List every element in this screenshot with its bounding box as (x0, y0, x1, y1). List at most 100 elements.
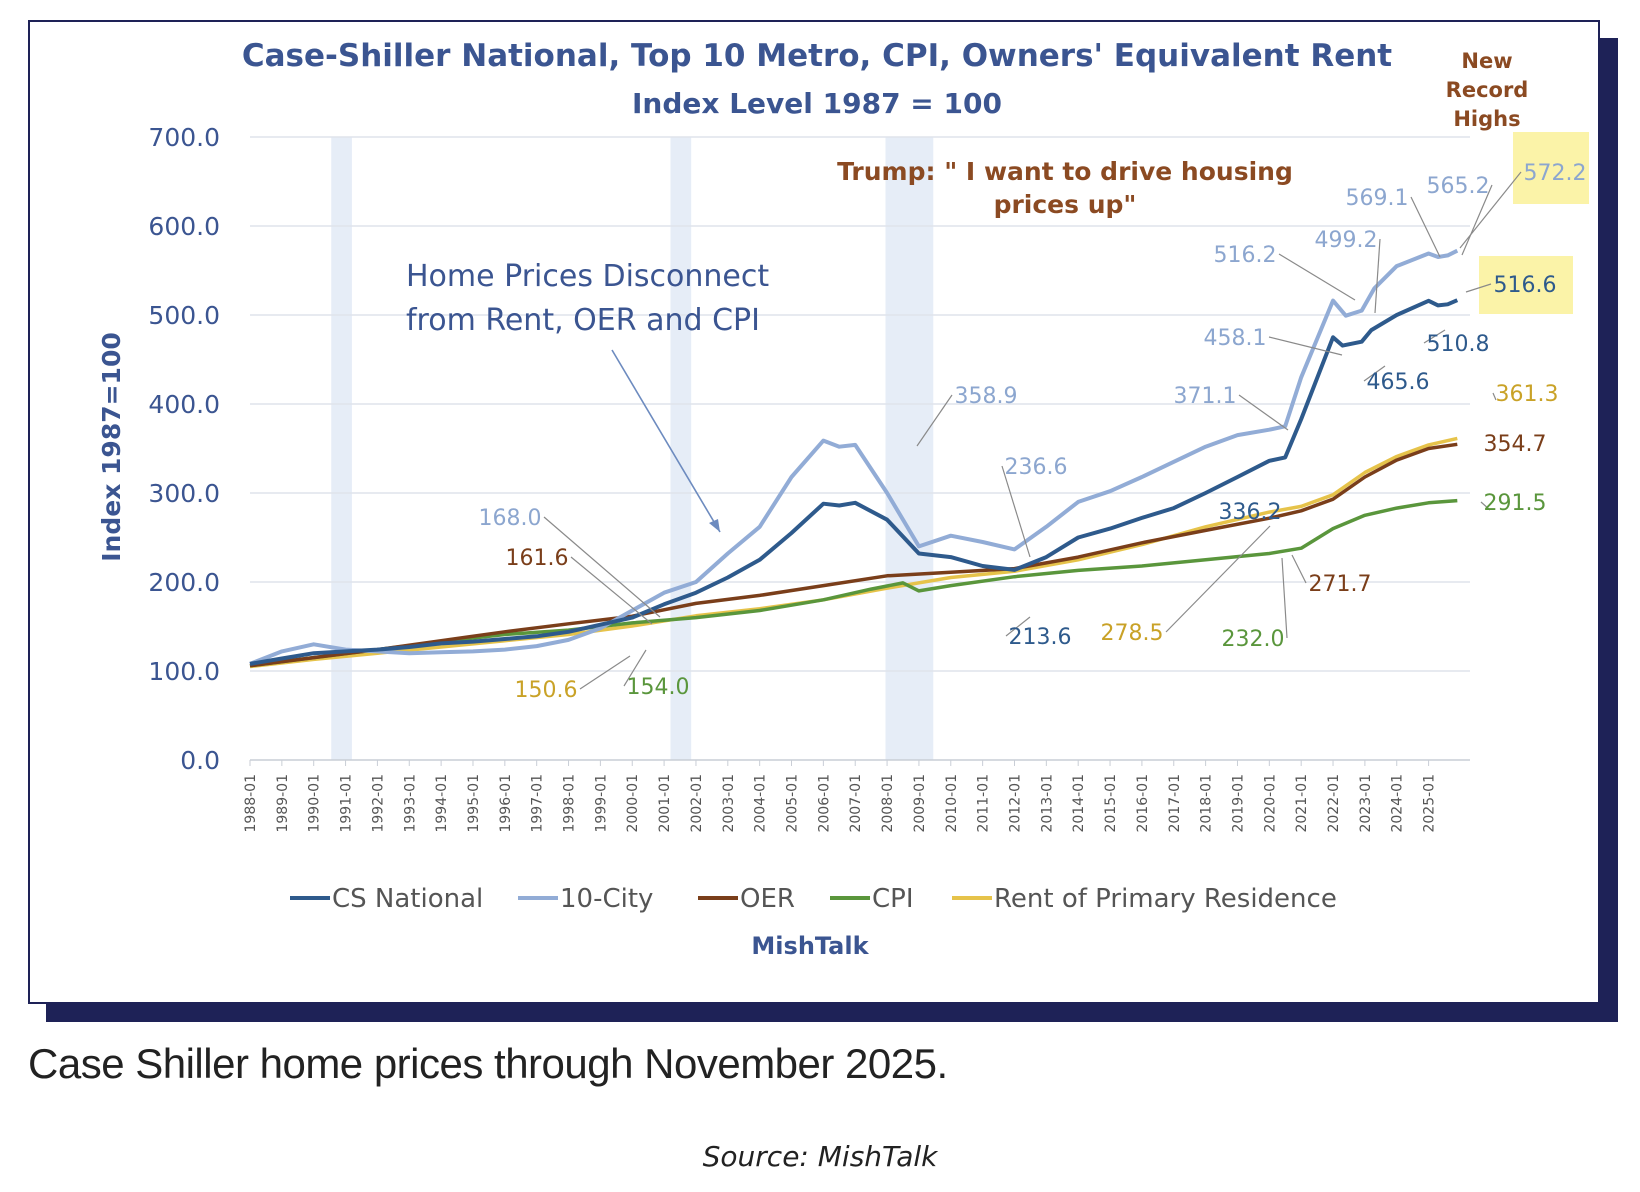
leader-line (1291, 554, 1307, 584)
leader-line (916, 394, 953, 447)
x-tick-label: 2007-01 (848, 774, 864, 833)
legend: CS National 10-City OER CPI Rent of Primary … (290, 884, 1337, 914)
data-label: 358.9 (955, 384, 1018, 409)
x-tick-label: 1991-01 (339, 774, 355, 833)
disconnect-note-line1: Home Prices Disconnect (406, 259, 769, 294)
x-tick-label: 2011-01 (976, 774, 992, 833)
chart-subtitle: Index Level 1987 = 100 (632, 87, 1002, 120)
leader-line (1281, 557, 1288, 639)
highlight-box-10city (1513, 132, 1589, 204)
x-tick-label: 1999-01 (593, 774, 609, 833)
disconnect-arrow (611, 349, 721, 533)
leader-line (1165, 525, 1271, 633)
x-tick-label: 2019-01 (1230, 774, 1246, 833)
series-line-10-city (249, 248, 1459, 666)
leader-line (1480, 501, 1491, 511)
leader-line (1461, 184, 1493, 256)
legend-entry: 10-City (560, 884, 653, 914)
series-line-cs-national (249, 298, 1459, 666)
x-tick-label: 2022-01 (1326, 774, 1342, 833)
y-tick-label: 200.0 (148, 568, 220, 597)
y-axis-label: Index 1987=100 (97, 332, 126, 562)
y-tick-label: 300.0 (148, 479, 220, 508)
figure-caption: Case Shiller home prices through Novembe… (28, 1040, 948, 1087)
disconnect-arrowhead (709, 519, 720, 532)
data-label: 499.2 (1315, 228, 1378, 253)
annotation-leaders (543, 171, 1522, 690)
x-tick-label: 2025-01 (1422, 774, 1438, 833)
x-tick-label: 2023-01 (1358, 774, 1374, 833)
data-label: 572.2 (1524, 161, 1587, 186)
leader-line (570, 556, 653, 625)
y-tick-label: 700.0 (148, 123, 220, 152)
x-tick-label: 1992-01 (370, 774, 386, 833)
x-tick-label: 2017-01 (1167, 774, 1183, 833)
chart-svg: Case-Shiller National, Top 10 Metro, CPI… (97, 38, 1589, 960)
x-tick-label: 2020-01 (1262, 774, 1278, 833)
data-labels: 572.2 565.2 569.1 499.2 516.2 458.1 371.1 358.9… (479, 161, 1587, 703)
series-lines (249, 248, 1459, 669)
data-label: 213.6 (1009, 625, 1072, 650)
trump-quote-line2: prices up" (994, 190, 1137, 219)
x-tick-label: 2024-01 (1390, 774, 1406, 833)
legend-entry: CPI (872, 884, 914, 914)
gridlines (250, 136, 1470, 761)
data-label: 161.6 (506, 546, 569, 571)
data-label: 516.2 (1214, 243, 1277, 268)
data-label: 361.3 (1496, 382, 1559, 407)
chart-title: Case-Shiller National, Top 10 Metro, CPI… (242, 38, 1392, 74)
data-label: 336.2 (1219, 500, 1282, 525)
x-tick-label: 2009-01 (912, 774, 928, 833)
data-label: 236.6 (1005, 455, 1068, 480)
highlight-box-national (1479, 256, 1573, 314)
x-tick-label: 1990-01 (307, 774, 323, 833)
leader-line (623, 649, 647, 687)
data-label: 565.2 (1427, 174, 1490, 199)
y-tick-label: 0.0 (180, 746, 220, 775)
data-label: 168.0 (479, 506, 542, 531)
x-tick-label: 2005-01 (785, 774, 801, 833)
x-tick-label: 2001-01 (657, 774, 673, 833)
leader-line (1238, 394, 1289, 431)
recession-bands (331, 137, 934, 760)
x-tick-label: 2003-01 (721, 774, 737, 833)
leader-line (1278, 253, 1356, 301)
data-label: 465.6 (1367, 370, 1430, 395)
x-tick-label: 2018-01 (1199, 774, 1215, 833)
x-tick-label: 1998-01 (562, 774, 578, 833)
data-label: 458.1 (1204, 326, 1267, 351)
x-tick-label: 1993-01 (402, 774, 418, 833)
data-label: 569.1 (1346, 186, 1409, 211)
x-tick-label: 2021-01 (1294, 774, 1310, 833)
leader-line (1005, 616, 1031, 637)
data-label: 354.7 (1484, 432, 1547, 457)
leader-line (1423, 329, 1446, 344)
brand-watermark: MishTalk (751, 932, 869, 960)
leader-line (543, 516, 661, 618)
x-tick-label: 2002-01 (689, 774, 705, 833)
x-tick-label: 1989-01 (275, 774, 291, 833)
y-tick-label: 600.0 (148, 212, 220, 241)
data-label: 510.8 (1427, 332, 1490, 357)
leader-line (1465, 283, 1492, 293)
x-tick-label: 1996-01 (498, 774, 514, 833)
x-tick-label: 2004-01 (753, 774, 769, 833)
record-highs-line3: Highs (1453, 107, 1520, 131)
recession-band (670, 137, 692, 760)
x-tick-label: 2012-01 (1007, 774, 1023, 833)
legend-entry: OER (740, 884, 795, 914)
recession-band (331, 137, 352, 760)
series-line-cpi (249, 498, 1458, 668)
x-tick-label: 2016-01 (1135, 774, 1151, 833)
x-tick-label: 2008-01 (880, 774, 896, 833)
x-tick-label: 1995-01 (466, 774, 482, 833)
series-line-rent-of-primary-residence (249, 436, 1458, 669)
source-credit: Source: MishTalk (702, 1140, 938, 1173)
data-label: 232.0 (1222, 627, 1285, 652)
leader-line (1492, 392, 1497, 401)
x-tick-label: 2015-01 (1103, 774, 1119, 833)
legend-entry: Rent of Primary Residence (994, 884, 1337, 914)
data-label: 291.5 (1484, 491, 1547, 516)
trump-quote-line1: Trump: " I want to drive housing (837, 157, 1293, 186)
